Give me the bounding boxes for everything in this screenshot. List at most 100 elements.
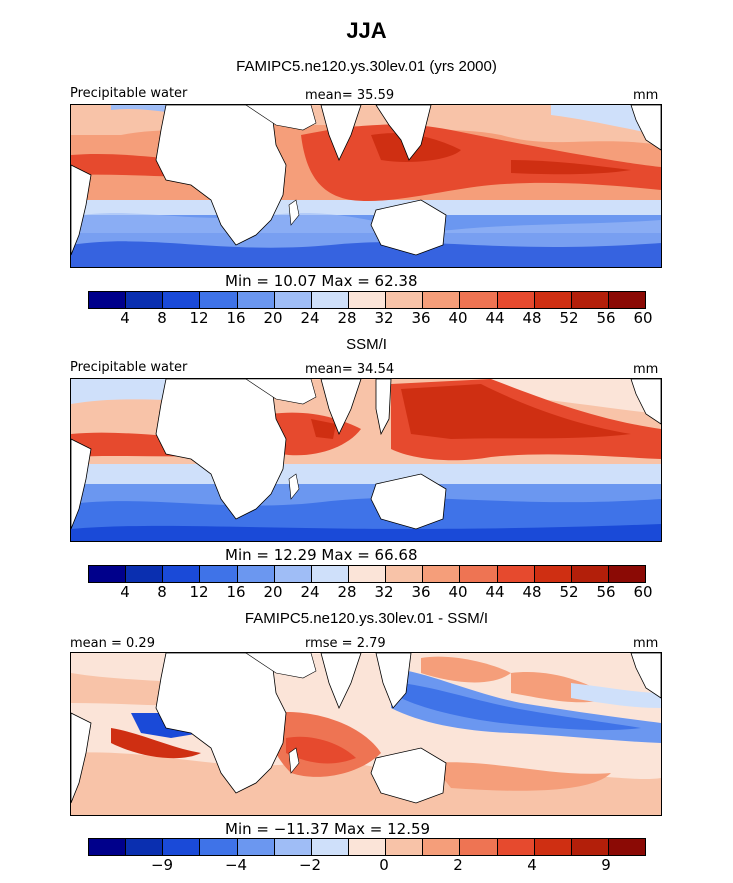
cbar-2-swatch xyxy=(163,566,201,582)
cbar-tick: 60 xyxy=(633,309,653,327)
cbar-tick: 48 xyxy=(522,309,542,327)
cbar-3-swatch xyxy=(274,839,312,855)
cbar-tick: 24 xyxy=(300,583,320,601)
cbar-tick: 28 xyxy=(337,583,357,601)
cbar-tick: 48 xyxy=(522,583,542,601)
panel-1-subtitle: FAMIPC5.ne120.ys.30lev.01 (yrs 2000) xyxy=(236,58,497,75)
panel-2-map xyxy=(70,378,662,542)
cbar-1-swatch xyxy=(571,292,609,308)
cbar-1-swatch xyxy=(348,292,387,308)
cbar-tick: 28 xyxy=(337,309,357,327)
cbar-tick: 44 xyxy=(485,309,505,327)
cbar-tick: 16 xyxy=(226,583,246,601)
panel-2-mean-label: mean= 34.54 xyxy=(305,362,395,377)
cbar-tick: 32 xyxy=(374,583,394,601)
cbar-2-swatch xyxy=(571,566,609,582)
panel-3-colorbar-ticks: −9 −4 −2 0 2 4 9 xyxy=(88,856,646,874)
cbar-2-swatch xyxy=(497,566,535,582)
cbar-2-swatch xyxy=(311,566,349,582)
panel-1-mean-label: mean= 35.59 xyxy=(305,88,395,103)
cbar-tick: 8 xyxy=(157,309,167,327)
cbar-tick: 56 xyxy=(596,309,616,327)
cbar-tick: 56 xyxy=(596,583,616,601)
cbar-tick: 60 xyxy=(633,583,653,601)
cbar-2-swatch xyxy=(423,566,461,582)
panel-3-map xyxy=(70,652,662,816)
panel-1-units-label: mm xyxy=(633,88,659,103)
cbar-2-swatch xyxy=(534,566,572,582)
cbar-1-swatch xyxy=(460,292,498,308)
cbar-3-swatch xyxy=(126,839,164,855)
cbar-3-swatch xyxy=(237,839,275,855)
cbar-3-swatch xyxy=(386,839,424,855)
cbar-3-swatch xyxy=(571,839,609,855)
cbar-1-swatch xyxy=(274,292,312,308)
cbar-tick: 12 xyxy=(189,309,209,327)
panel-1-colorbar xyxy=(88,291,646,309)
cbar-1-swatch xyxy=(311,292,349,308)
cbar-tick: 20 xyxy=(263,309,283,327)
cbar-3-swatch xyxy=(497,839,535,855)
panel-3-colorbar xyxy=(88,838,646,856)
cbar-1-swatch xyxy=(386,292,424,308)
cbar-tick: 0 xyxy=(379,856,389,874)
cbar-3-swatch xyxy=(89,839,127,855)
cbar-tick: 52 xyxy=(559,583,579,601)
cbar-tick: 32 xyxy=(374,309,394,327)
cbar-tick: 16 xyxy=(226,309,246,327)
cbar-tick: 20 xyxy=(263,583,283,601)
cbar-tick: 2 xyxy=(453,856,463,874)
cbar-tick: 4 xyxy=(120,583,130,601)
cbar-1-swatch xyxy=(237,292,275,308)
panel-2-colorbar xyxy=(88,565,646,583)
panel-1-variable-label: Precipitable water xyxy=(70,86,188,101)
cbar-tick: 40 xyxy=(448,583,468,601)
cbar-tick: −2 xyxy=(298,856,322,874)
cbar-2-swatch xyxy=(386,566,424,582)
cbar-3-swatch xyxy=(460,839,498,855)
panel-3-units-label: mm xyxy=(633,636,659,651)
cbar-tick: 8 xyxy=(157,583,167,601)
cbar-3-swatch xyxy=(163,839,201,855)
cbar-tick: −9 xyxy=(150,856,174,874)
cbar-3-swatch xyxy=(311,839,349,855)
panel-3-rmse-label: rmse = 2.79 xyxy=(305,636,386,651)
cbar-2-swatch xyxy=(274,566,312,582)
cbar-tick: 36 xyxy=(411,583,431,601)
panel-1-map xyxy=(70,104,662,268)
cbar-1-swatch xyxy=(200,292,238,308)
panel-1-colorbar-ticks: 4 8 12 16 20 24 28 32 36 40 44 48 52 56 … xyxy=(88,309,652,327)
cbar-2-swatch xyxy=(126,566,164,582)
panel-3-mean-label: mean = 0.29 xyxy=(70,636,155,651)
cbar-1-swatch xyxy=(89,292,127,308)
cbar-2-swatch xyxy=(608,566,646,582)
panel-2-minmax: Min = 12.29 Max = 66.68 xyxy=(225,546,418,564)
panel-1-minmax: Min = 10.07 Max = 62.38 xyxy=(225,272,418,290)
cbar-tick: 4 xyxy=(527,856,537,874)
panel-2-colorbar-ticks: 4 8 12 16 20 24 28 32 36 40 44 48 52 56 … xyxy=(88,583,652,601)
cbar-1-swatch xyxy=(534,292,572,308)
cbar-tick: 24 xyxy=(300,309,320,327)
panel-3-subtitle: FAMIPC5.ne120.ys.30lev.01 - SSM/I xyxy=(244,610,489,627)
cbar-1-swatch xyxy=(163,292,201,308)
cbar-1-swatch xyxy=(423,292,461,308)
cbar-2-swatch xyxy=(348,566,387,582)
cbar-tick: 44 xyxy=(485,583,505,601)
cbar-3-swatch xyxy=(534,839,572,855)
cbar-3-swatch xyxy=(608,839,646,855)
cbar-tick: 36 xyxy=(411,309,431,327)
cbar-tick: −4 xyxy=(224,856,248,874)
cbar-tick: 4 xyxy=(120,309,130,327)
panel-2-variable-label: Precipitable water xyxy=(70,360,188,375)
cbar-1-swatch xyxy=(608,292,646,308)
cbar-1-swatch xyxy=(497,292,535,308)
panel-1-map-graphic xyxy=(71,105,661,267)
figure-title: JJA xyxy=(346,18,387,43)
cbar-2-swatch xyxy=(460,566,498,582)
panel-2-map-graphic xyxy=(71,379,661,541)
cbar-3-swatch xyxy=(348,839,387,855)
cbar-tick: 9 xyxy=(601,856,611,874)
panel-3-minmax: Min = −11.37 Max = 12.59 xyxy=(225,820,431,838)
cbar-tick: 52 xyxy=(559,309,579,327)
cbar-2-swatch xyxy=(237,566,275,582)
